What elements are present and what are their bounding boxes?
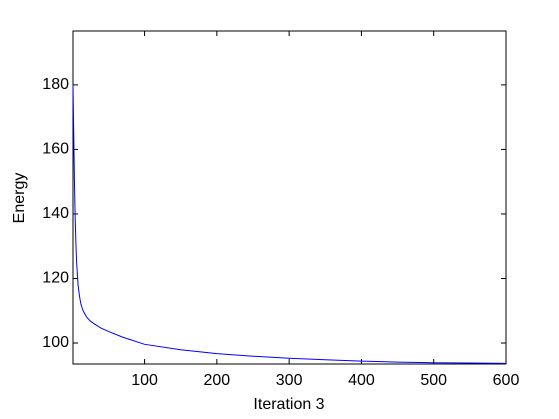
x-axis-label: Iteration 3 [253,396,324,413]
x-tick-label: 200 [203,372,230,389]
y-tick-label: 100 [42,334,69,351]
y-tick-label: 180 [42,76,69,93]
data-line [72,84,507,364]
plot-area [72,30,507,365]
x-tick-label: 500 [420,372,447,389]
y-tick-label: 140 [42,205,69,222]
x-tick-label: 100 [131,372,158,389]
y-tick-label: 120 [42,270,69,287]
y-axis-label: Energy [11,173,28,224]
y-tick-label: 160 [42,141,69,158]
x-tick-label: 600 [493,372,520,389]
x-tick-label: 400 [348,372,375,389]
x-tick-label: 300 [276,372,303,389]
